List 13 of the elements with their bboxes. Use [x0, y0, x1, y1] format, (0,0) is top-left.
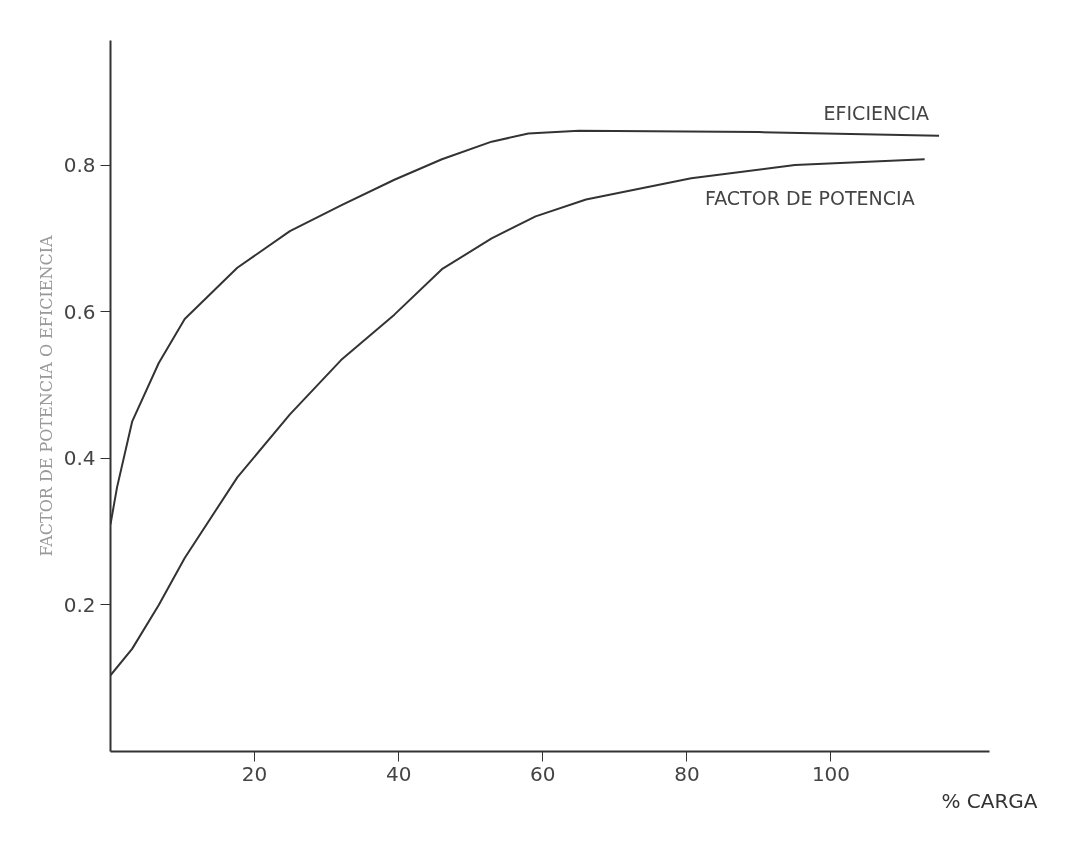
x-tick-label: 60 [530, 761, 556, 786]
y-tick-label: 0.4 [63, 446, 96, 471]
x-tick-label: 20 [241, 761, 268, 786]
x-tick-label: 100 [811, 761, 851, 786]
x-axis-title: % CARGA [941, 788, 1038, 813]
series-label: FACTOR DE POTENCIA [704, 187, 915, 210]
y-tick-label: 0.6 [63, 299, 96, 324]
y-axis-title: FACTOR DE POTENCIA O EFICIENCIA [36, 234, 56, 557]
x-tick-label: 80 [674, 761, 700, 786]
series-label: EFICIENCIA [823, 101, 930, 124]
y-tick-label: 0.2 [63, 592, 96, 617]
y-tick-label: 0.8 [63, 153, 96, 178]
x-tick-label: 40 [385, 761, 412, 786]
